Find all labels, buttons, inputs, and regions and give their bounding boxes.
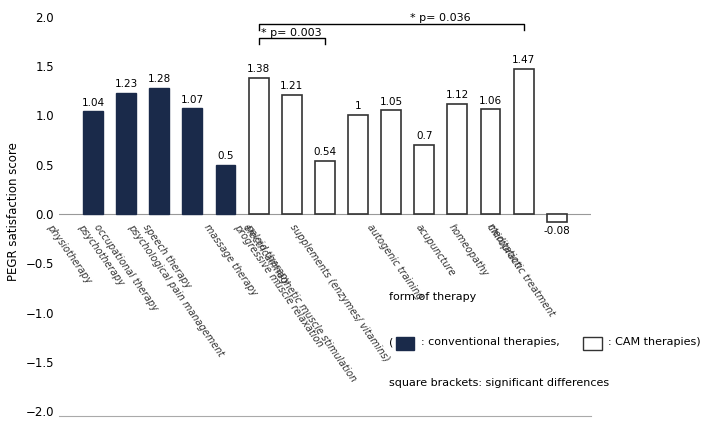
Bar: [249, 78, 268, 214]
Text: : CAM therapies): : CAM therapies): [608, 337, 700, 348]
Text: progressive muscle relaxation: progressive muscle relaxation: [232, 222, 325, 348]
Text: square brackets: significant differences: square brackets: significant differences: [389, 378, 609, 388]
Bar: [583, 337, 602, 350]
Text: (: (: [389, 337, 393, 348]
Bar: [315, 161, 335, 214]
Text: 0.54: 0.54: [314, 147, 336, 157]
Text: acupuncture: acupuncture: [414, 222, 457, 278]
Text: peloid therapy: peloid therapy: [243, 222, 292, 286]
Text: 1.23: 1.23: [115, 79, 138, 89]
Bar: [348, 116, 368, 214]
Y-axis label: PEGR satisfaction score: PEGR satisfaction score: [7, 142, 20, 281]
Text: 0.5: 0.5: [217, 151, 234, 161]
Bar: [83, 111, 103, 214]
Text: electrical/magnetic muscle stimulation: electrical/magnetic muscle stimulation: [241, 222, 358, 383]
Bar: [183, 109, 202, 214]
Text: homeopathy: homeopathy: [447, 222, 491, 278]
Bar: [116, 93, 136, 214]
Bar: [514, 69, 534, 214]
Bar: [481, 110, 501, 214]
Text: : conventional therapies,: : conventional therapies,: [421, 337, 566, 348]
Text: 1.12: 1.12: [446, 89, 469, 100]
Text: 1.38: 1.38: [247, 64, 270, 74]
Text: -0.08: -0.08: [543, 226, 570, 236]
Text: meditation: meditation: [485, 222, 524, 271]
Bar: [447, 104, 467, 214]
Text: 1.04: 1.04: [81, 98, 105, 107]
Bar: [414, 145, 434, 214]
Text: * p= 0.003: * p= 0.003: [261, 27, 322, 38]
Text: massage therapy: massage therapy: [202, 222, 258, 297]
Text: physiotherapy: physiotherapy: [45, 222, 93, 285]
Text: * p= 0.036: * p= 0.036: [411, 13, 471, 23]
Bar: [215, 165, 236, 214]
Text: autogenic training: autogenic training: [365, 222, 424, 301]
Text: 1.21: 1.21: [280, 81, 303, 91]
Text: speech therapy: speech therapy: [141, 222, 193, 290]
Bar: [149, 88, 169, 214]
Bar: [282, 95, 302, 214]
Text: 0.7: 0.7: [416, 131, 433, 141]
Bar: [396, 337, 414, 350]
Text: psychological pain management: psychological pain management: [126, 222, 225, 358]
Text: chiropractic treatment: chiropractic treatment: [485, 222, 556, 318]
Text: 1.28: 1.28: [147, 74, 171, 84]
Text: 1: 1: [355, 101, 361, 111]
Text: supplements (enzymes/ vitamins): supplements (enzymes/ vitamins): [288, 222, 391, 363]
Bar: [381, 110, 401, 214]
Text: form of therapy: form of therapy: [389, 291, 476, 302]
Bar: [547, 214, 566, 222]
Text: occupational therapy: occupational therapy: [91, 222, 159, 312]
Text: 1.05: 1.05: [379, 97, 403, 107]
Text: 1.07: 1.07: [181, 95, 204, 104]
Text: 1.47: 1.47: [512, 55, 535, 65]
Text: 1.06: 1.06: [479, 95, 502, 106]
Text: psychotherapy: psychotherapy: [76, 222, 126, 287]
